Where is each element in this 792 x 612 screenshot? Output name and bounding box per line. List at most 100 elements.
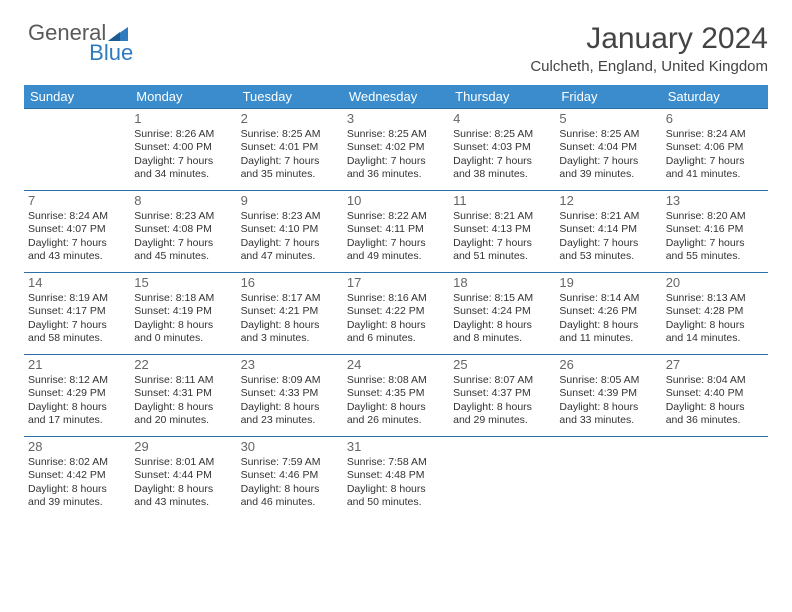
day-info-line: Sunset: 4:28 PM [666,305,764,318]
day-info-line: Sunrise: 8:04 AM [666,374,764,387]
calendar-day-cell: 1Sunrise: 8:26 AMSunset: 4:00 PMDaylight… [130,109,236,191]
day-info-line: Sunrise: 8:09 AM [241,374,339,387]
calendar-day-cell: 29Sunrise: 8:01 AMSunset: 4:44 PMDayligh… [130,437,236,519]
logo-text-blue: Blue [89,40,133,65]
day-number: 9 [241,193,339,209]
day-info-line: Sunset: 4:08 PM [134,223,232,236]
day-number: 28 [28,439,126,455]
day-info-line: Sunset: 4:40 PM [666,387,764,400]
calendar-day-cell: 25Sunrise: 8:07 AMSunset: 4:37 PMDayligh… [449,355,555,437]
day-info-line: Sunrise: 8:14 AM [559,292,657,305]
day-header: Friday [555,85,661,109]
day-info-line: Sunset: 4:39 PM [559,387,657,400]
day-number: 14 [28,275,126,291]
day-info-line: Sunset: 4:46 PM [241,469,339,482]
calendar-day-cell: 19Sunrise: 8:14 AMSunset: 4:26 PMDayligh… [555,273,661,355]
calendar-day-cell: 2Sunrise: 8:25 AMSunset: 4:01 PMDaylight… [237,109,343,191]
day-info-line: Sunrise: 8:25 AM [559,128,657,141]
day-info-line: Sunset: 4:10 PM [241,223,339,236]
day-info-line: Daylight: 8 hours [347,401,445,414]
day-info-line: and 47 minutes. [241,250,339,263]
day-header: Saturday [662,85,768,109]
day-info-line: Sunset: 4:11 PM [347,223,445,236]
calendar-day-cell: 7Sunrise: 8:24 AMSunset: 4:07 PMDaylight… [24,191,130,273]
day-info-line: Daylight: 7 hours [28,319,126,332]
day-info-line: Daylight: 8 hours [241,483,339,496]
calendar-day-cell: 20Sunrise: 8:13 AMSunset: 4:28 PMDayligh… [662,273,768,355]
day-info-line: Daylight: 7 hours [453,155,551,168]
day-info-line: Sunrise: 8:18 AM [134,292,232,305]
day-info-line: Sunrise: 8:23 AM [134,210,232,223]
day-number: 30 [241,439,339,455]
day-number: 17 [347,275,445,291]
calendar-day-cell: 23Sunrise: 8:09 AMSunset: 4:33 PMDayligh… [237,355,343,437]
calendar-day-cell: 27Sunrise: 8:04 AMSunset: 4:40 PMDayligh… [662,355,768,437]
day-number: 20 [666,275,764,291]
calendar-day-cell: 11Sunrise: 8:21 AMSunset: 4:13 PMDayligh… [449,191,555,273]
day-info-line: Sunrise: 8:21 AM [453,210,551,223]
day-info-line: Sunrise: 8:02 AM [28,456,126,469]
day-info-line: Sunset: 4:22 PM [347,305,445,318]
day-header: Monday [130,85,236,109]
day-info-line: Sunset: 4:17 PM [28,305,126,318]
day-number: 26 [559,357,657,373]
day-number: 18 [453,275,551,291]
day-info-line: and 35 minutes. [241,168,339,181]
day-info-line: Sunrise: 8:11 AM [134,374,232,387]
day-info-line: Daylight: 8 hours [241,319,339,332]
calendar-day-cell: 24Sunrise: 8:08 AMSunset: 4:35 PMDayligh… [343,355,449,437]
calendar-day-cell: 26Sunrise: 8:05 AMSunset: 4:39 PMDayligh… [555,355,661,437]
calendar-day-cell: 4Sunrise: 8:25 AMSunset: 4:03 PMDaylight… [449,109,555,191]
calendar-day-cell: 9Sunrise: 8:23 AMSunset: 4:10 PMDaylight… [237,191,343,273]
day-info-line: Daylight: 8 hours [241,401,339,414]
day-info-line: Sunrise: 8:13 AM [666,292,764,305]
day-number: 2 [241,111,339,127]
day-number: 24 [347,357,445,373]
day-number: 31 [347,439,445,455]
calendar-day-cell [662,437,768,519]
day-info-line: and 39 minutes. [559,168,657,181]
day-info-line: Daylight: 8 hours [28,483,126,496]
calendar-day-cell: 8Sunrise: 8:23 AMSunset: 4:08 PMDaylight… [130,191,236,273]
day-info-line: Sunset: 4:35 PM [347,387,445,400]
calendar-day-cell: 17Sunrise: 8:16 AMSunset: 4:22 PMDayligh… [343,273,449,355]
day-info-line: Sunset: 4:42 PM [28,469,126,482]
calendar-day-cell: 21Sunrise: 8:12 AMSunset: 4:29 PMDayligh… [24,355,130,437]
day-info-line: Daylight: 8 hours [134,401,232,414]
day-info-line: Sunset: 4:33 PM [241,387,339,400]
location-label: Culcheth, England, United Kingdom [24,58,768,75]
day-info-line: and 50 minutes. [347,496,445,509]
calendar-table: Sunday Monday Tuesday Wednesday Thursday… [24,85,768,519]
day-info-line: Daylight: 8 hours [559,319,657,332]
day-number: 11 [453,193,551,209]
day-info-line: Daylight: 8 hours [453,319,551,332]
day-number: 27 [666,357,764,373]
calendar-week-row: 7Sunrise: 8:24 AMSunset: 4:07 PMDaylight… [24,191,768,273]
day-info-line: Daylight: 7 hours [559,237,657,250]
day-info-line: and 53 minutes. [559,250,657,263]
calendar-day-cell [24,109,130,191]
day-number: 16 [241,275,339,291]
calendar-day-cell: 12Sunrise: 8:21 AMSunset: 4:14 PMDayligh… [555,191,661,273]
day-info-line: Daylight: 7 hours [666,155,764,168]
day-info-line: Daylight: 8 hours [134,319,232,332]
day-info-line: and 8 minutes. [453,332,551,345]
header: January 2024 Culcheth, England, United K… [24,22,768,75]
day-info-line: Sunrise: 8:08 AM [347,374,445,387]
day-info-line: Daylight: 7 hours [347,155,445,168]
day-info-line: Daylight: 7 hours [347,237,445,250]
day-info-line: and 17 minutes. [28,414,126,427]
day-info-line: and 23 minutes. [241,414,339,427]
day-info-line: Sunrise: 8:19 AM [28,292,126,305]
day-info-line: Sunrise: 8:17 AM [241,292,339,305]
day-info-line: Sunset: 4:02 PM [347,141,445,154]
day-header-row: Sunday Monday Tuesday Wednesday Thursday… [24,85,768,109]
logo-text-blue-wrap: GenerBlue [28,40,133,66]
day-info-line: and 20 minutes. [134,414,232,427]
day-header: Wednesday [343,85,449,109]
day-info-line: and 39 minutes. [28,496,126,509]
day-info-line: Daylight: 8 hours [28,401,126,414]
day-info-line: Sunrise: 7:59 AM [241,456,339,469]
day-info-line: Daylight: 7 hours [241,237,339,250]
day-info-line: Daylight: 7 hours [559,155,657,168]
